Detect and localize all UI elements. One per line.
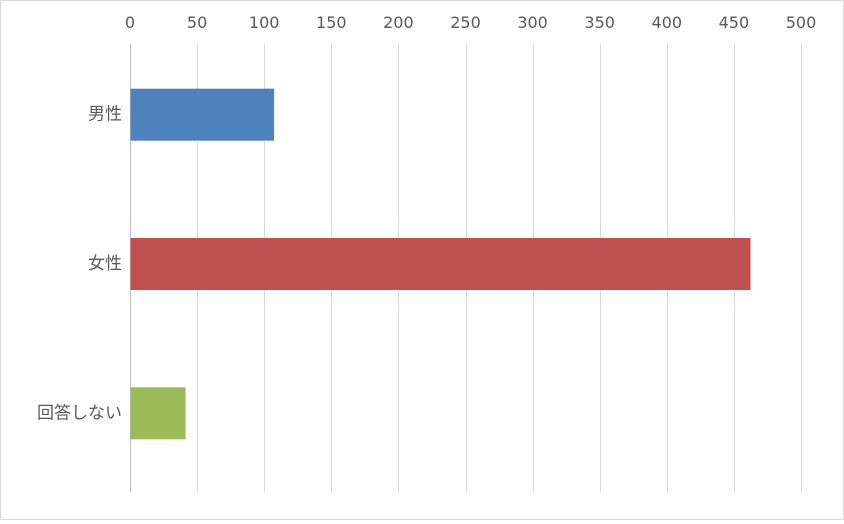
category-label: 男性 — [88, 105, 122, 125]
category-label: 女性 — [88, 254, 122, 274]
x-tick-label: 100 — [249, 13, 280, 32]
bar-1 — [131, 89, 275, 141]
x-tick-label: 350 — [584, 13, 615, 32]
x-tick-label: 300 — [517, 13, 548, 32]
x-tick-label: 500 — [786, 13, 817, 32]
x-tick-label: 150 — [316, 13, 347, 32]
x-tick-label: 250 — [450, 13, 481, 32]
bar-2 — [131, 238, 751, 290]
x-tick-label: 0 — [125, 13, 135, 32]
x-tick-label: 50 — [187, 13, 207, 32]
x-tick-label: 200 — [383, 13, 414, 32]
x-tick-label: 400 — [652, 13, 683, 32]
bar-3 — [131, 387, 186, 439]
category-label: 回答しない — [37, 403, 122, 423]
x-tick-label: 450 — [719, 13, 750, 32]
